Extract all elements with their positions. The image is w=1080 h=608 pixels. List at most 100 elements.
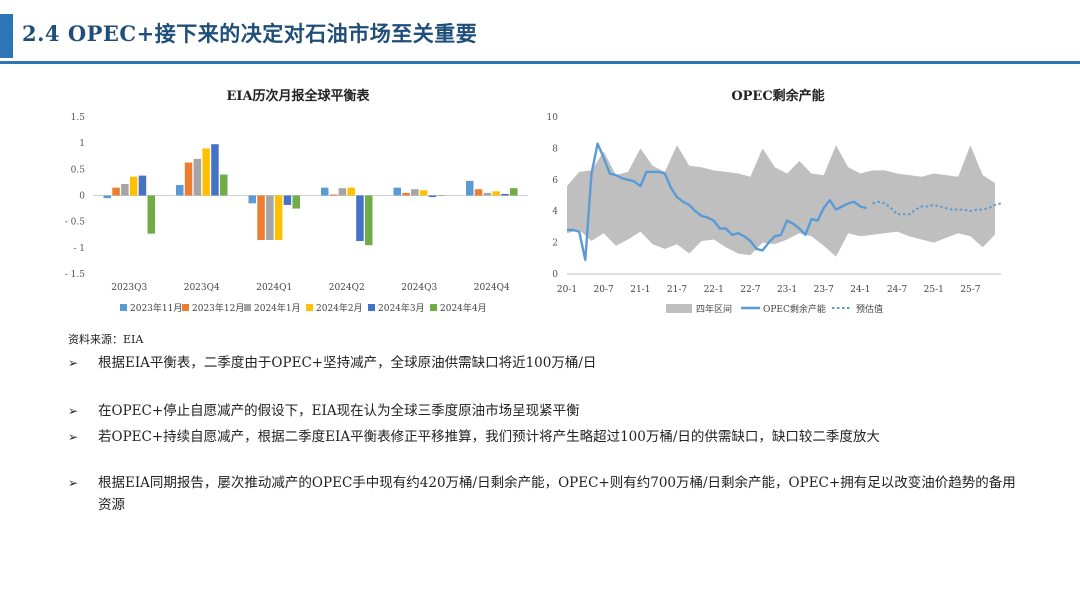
bar xyxy=(492,191,500,196)
legend-swatch xyxy=(244,304,251,311)
bar xyxy=(211,144,219,196)
spare-capacity-line xyxy=(567,142,867,262)
legend-label: OPEC剩余产能 xyxy=(763,303,826,315)
y-tick-label: 0 xyxy=(79,192,85,202)
bar xyxy=(466,180,474,196)
legend-swatch xyxy=(120,304,127,311)
bullet-text: 若OPEC+持续自愿减产，根据二季度EIA平衡表修正平移推算，我们预计将产生略超… xyxy=(98,429,880,445)
bar xyxy=(365,195,373,246)
bar xyxy=(347,187,355,196)
x-tick-label: 24-7 xyxy=(887,285,907,295)
legend-label: 2024年1月 xyxy=(254,302,301,314)
bar xyxy=(129,176,138,196)
legend-label: 四年区间 xyxy=(696,303,732,315)
y-tick-label: 0 xyxy=(552,270,558,280)
bar xyxy=(419,190,428,196)
y-tick-label: - 0.5 xyxy=(65,218,85,228)
bar xyxy=(184,162,193,196)
bar xyxy=(103,195,111,199)
range-band-area xyxy=(567,145,995,257)
bar xyxy=(257,195,265,240)
y-tick-label: - 1 xyxy=(73,244,85,254)
bullet-text: 根据EIA同期报告，屡次推动减产的OPEC手中现有约420万桶/日剩余产能，OP… xyxy=(98,475,1016,513)
x-tick-label: 25-1 xyxy=(924,285,944,295)
legend-swatch xyxy=(306,304,313,311)
x-tick-label: 20-1 xyxy=(557,285,577,295)
legend-label: 2023年12月 xyxy=(192,302,244,314)
y-tick-label: - 1.5 xyxy=(65,270,85,280)
bar xyxy=(510,188,518,196)
legend-label: 2024年3月 xyxy=(378,302,425,314)
arrow-bullet-icon: ➢ xyxy=(68,404,79,418)
bar xyxy=(283,195,292,205)
legend-label: 预估值 xyxy=(856,303,883,315)
arrow-bullet-icon: ➢ xyxy=(68,356,79,370)
x-tick-label: 23-7 xyxy=(814,285,834,295)
bar xyxy=(266,195,274,240)
x-tick-label: 21-1 xyxy=(630,285,650,295)
page-title: 2.4 OPEC+接下来的决定对石油市场至关重要 xyxy=(22,21,478,46)
bar xyxy=(321,187,329,196)
x-tick-label: 2024Q1 xyxy=(256,283,292,293)
bar xyxy=(437,195,445,196)
y-tick-label: 1 xyxy=(79,139,85,149)
x-tick-label: 2023Q3 xyxy=(111,283,147,293)
x-tick-label: 22-1 xyxy=(704,285,724,295)
legend-swatch xyxy=(430,304,437,311)
arrow-bullet-icon: ➢ xyxy=(68,430,79,444)
bar xyxy=(329,194,338,196)
chart-title: EIA历次月报全球平衡表 xyxy=(226,88,370,104)
global-balance-bar-chart-svg: EIA历次月报全球平衡表 - 1.5 - 1 - 0.5 0 0.5 1 1.5 2023Q3 2… xyxy=(65,88,528,314)
y-tick-label: 8 xyxy=(552,144,558,154)
bar xyxy=(411,189,419,196)
title-accent-bar xyxy=(0,14,13,58)
x-tick-label: 21-7 xyxy=(667,285,687,295)
source-note: 资料来源：EIA xyxy=(68,333,144,346)
x-tick-label: 24-1 xyxy=(850,285,870,295)
bar xyxy=(338,188,347,196)
x-tick-label: 23-1 xyxy=(777,285,797,295)
title-divider xyxy=(0,61,1080,64)
y-tick-label: 1.5 xyxy=(71,113,86,123)
x-tick-label: 22-7 xyxy=(740,285,760,295)
x-tick-label: 20-7 xyxy=(594,285,614,295)
bar xyxy=(112,187,120,196)
forecast-line xyxy=(872,200,1002,216)
legend-label: 2023年11月 xyxy=(130,302,182,314)
x-tick-label: 2024Q3 xyxy=(401,283,437,293)
bar xyxy=(501,193,509,196)
bar xyxy=(393,187,401,196)
bar xyxy=(202,148,210,196)
bar xyxy=(428,195,437,198)
y-tick-label: 0.5 xyxy=(71,165,86,175)
legend-swatch xyxy=(368,304,375,311)
arrow-bullet-icon: ➢ xyxy=(68,476,79,490)
bar xyxy=(138,175,147,196)
bar xyxy=(121,183,129,196)
chart-title: OPEC剩余产能 xyxy=(731,88,824,104)
bullet-text: 在OPEC+停止自愿减产的假设下，EIA现在认为全球三季度原油市场呈现紧平衡 xyxy=(98,403,580,419)
legend-swatch xyxy=(182,304,189,311)
legend-swatch-band xyxy=(666,304,692,313)
global-balance-bar-chart: EIA历次月报全球平衡表 - 1.5 - 1 - 0.5 0 0.5 1 1.5 2023Q3 2… xyxy=(58,80,538,325)
bar xyxy=(402,192,410,196)
opec-spare-capacity-chart-svg: OPEC剩余产能 0 2 4 6 8 10 20-1 20-7 21-1 21-7 22-1 22-7 2… xyxy=(547,88,1002,315)
bar xyxy=(274,195,283,240)
x-tick-label: 2024Q2 xyxy=(329,283,365,293)
y-tick-label: 4 xyxy=(552,207,558,217)
bar xyxy=(248,195,256,204)
opec-spare-capacity-chart: OPEC剩余产能 0 2 4 6 8 10 20-1 20-7 21-1 21-7 22-1 22-7 2… xyxy=(538,80,1020,325)
x-tick-label: 2024Q4 xyxy=(474,283,510,293)
bar xyxy=(193,158,202,196)
legend-label: 2024年2月 xyxy=(316,302,363,314)
y-tick-label: 10 xyxy=(547,113,559,123)
bar xyxy=(474,189,483,196)
legend-label: 2024年4月 xyxy=(440,302,487,314)
bar xyxy=(483,192,492,196)
bar xyxy=(147,195,155,234)
bar xyxy=(220,174,228,196)
bar xyxy=(356,195,364,242)
x-tick-label: 2023Q4 xyxy=(184,283,220,293)
bullet-text: 根据EIA平衡表，二季度由于OPEC+坚持减产，全球原油供需缺口将近100万桶/… xyxy=(98,355,597,371)
bar xyxy=(292,195,300,209)
